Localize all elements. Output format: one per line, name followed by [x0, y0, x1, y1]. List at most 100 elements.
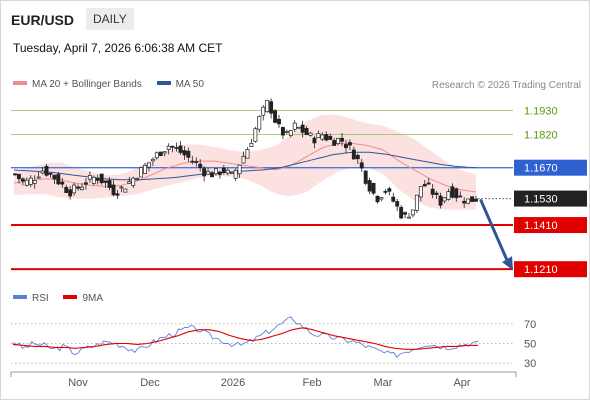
candle-body-69: [284, 131, 289, 133]
candle-67: [277, 114, 281, 128]
candle-body-31: [135, 178, 140, 180]
candle-body-99: [403, 212, 408, 215]
candle-body-107: [434, 192, 439, 195]
legend-item-9ma: 9MA: [63, 293, 103, 304]
candle-body-32: [139, 167, 144, 178]
candle-62: [257, 115, 262, 133]
candle-43: [182, 146, 187, 161]
candle-body-22: [99, 173, 104, 184]
candle-2: [20, 177, 25, 186]
candle-body-40: [170, 145, 175, 148]
candle-body-29: [127, 181, 132, 184]
candle-89: [363, 170, 368, 186]
x-tick-label-apr: Apr: [453, 377, 470, 389]
candle-7: [40, 167, 45, 175]
candle-body-95: [387, 188, 392, 192]
candle-9: [48, 172, 53, 178]
legend-label-ma50: MA 50: [175, 79, 204, 90]
candle-body-97: [395, 201, 400, 207]
level-label-box-4: [514, 217, 587, 234]
candle-body-92: [375, 195, 380, 203]
candle-body-70: [288, 130, 293, 136]
candle-body-67: [277, 118, 281, 125]
candle-54: [225, 168, 230, 176]
candle-110: [446, 188, 451, 201]
candle-body-26: [115, 193, 120, 196]
candle-body-17: [80, 186, 84, 191]
candle-body-43: [182, 150, 187, 156]
candle-83: [340, 132, 344, 147]
candle-41: [174, 142, 179, 152]
candle-body-8: [44, 166, 49, 176]
candle-74: [304, 125, 309, 136]
candle-0: [13, 173, 17, 176]
candle-body-85: [347, 142, 352, 146]
candle-116: [470, 196, 475, 202]
candle-27: [119, 185, 124, 193]
candle-1: [16, 173, 21, 184]
candle-body-50: [210, 172, 214, 178]
candle-body-98: [399, 207, 404, 219]
candle-body-89: [363, 170, 368, 184]
candle-body-75: [308, 132, 313, 136]
candle-body-79: [324, 134, 329, 141]
candles-group: [13, 98, 478, 220]
candle-3: [24, 177, 29, 187]
candle-68: [280, 126, 285, 139]
candle-body-77: [316, 133, 321, 138]
candle-8: [44, 163, 49, 177]
candle-91: [371, 182, 376, 196]
legend-swatch-ma50: [156, 81, 171, 86]
candle-body-100: [407, 216, 411, 219]
level-label-3: 1.1530: [524, 194, 558, 206]
candle-body-66: [273, 110, 278, 123]
candle-body-76: [312, 137, 317, 144]
candle-body-10: [52, 174, 57, 180]
candle-72: [296, 126, 301, 129]
level-label-1: 1.1820: [524, 130, 558, 142]
candle-87: [355, 153, 360, 164]
candle-body-39: [166, 145, 171, 150]
candle-body-96: [391, 196, 396, 202]
candle-36: [154, 151, 159, 160]
candle-body-103: [418, 186, 423, 198]
candle-90: [367, 177, 372, 195]
candle-80: [328, 133, 333, 141]
candle-body-80: [328, 135, 333, 140]
ma20-line: [13, 142, 477, 193]
candle-37: [158, 151, 163, 156]
candle-body-30: [131, 177, 136, 186]
candle-body-11: [56, 174, 61, 185]
candle-body-62: [257, 116, 262, 130]
candle-body-109: [442, 197, 447, 202]
candle-47: [198, 159, 203, 172]
candle-body-87: [355, 154, 360, 160]
timestamp: Tuesday, April 7, 2026 6:06:38 AM CET: [13, 41, 223, 55]
candle-body-5: [32, 180, 37, 184]
candle-body-114: [462, 200, 467, 204]
candle-body-19: [87, 175, 92, 180]
candle-81: [332, 137, 337, 146]
candle-body-48: [202, 168, 207, 177]
legend-item-bollinger: MA 20 + Bollinger Bands: [13, 79, 142, 90]
candle-body-37: [158, 151, 163, 156]
rsi-9ma-line: [12, 327, 478, 350]
legend-swatch-bollinger: [13, 81, 27, 86]
rsi-legend: RSI 9MA: [13, 293, 115, 304]
candle-30: [131, 176, 136, 189]
candle-body-59: [245, 149, 250, 159]
candle-body-6: [36, 176, 41, 179]
candle-109: [442, 197, 447, 204]
candle-body-111: [450, 186, 455, 198]
candle-body-64: [265, 99, 270, 113]
candle-61: [253, 126, 258, 143]
candle-22: [99, 173, 104, 185]
candle-48: [202, 166, 207, 182]
candle-body-23: [103, 180, 108, 183]
candle-body-60: [249, 143, 254, 147]
research-credit: Research © 2026 Trading Central: [431, 80, 581, 91]
candle-34: [147, 162, 151, 172]
candle-60: [249, 138, 254, 147]
timeframe-badge[interactable]: DAILY: [86, 8, 134, 30]
level-label-box-5: [514, 261, 587, 278]
